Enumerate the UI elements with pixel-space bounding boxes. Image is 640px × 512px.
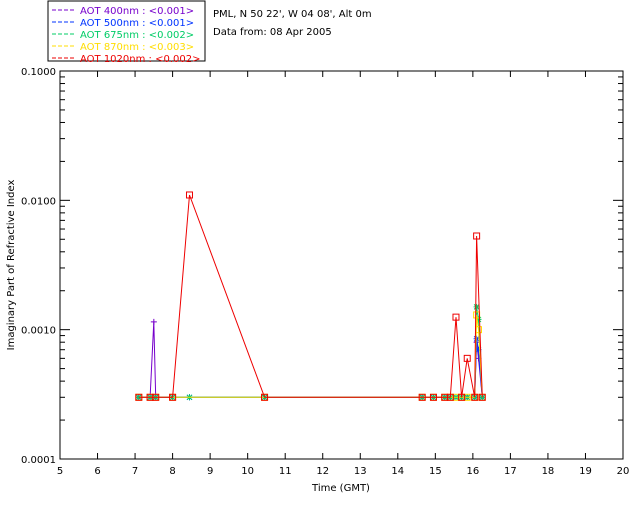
x-tick-label: 16 xyxy=(466,466,479,477)
data-point xyxy=(475,346,482,353)
data-point xyxy=(463,354,471,362)
x-tick-label: 15 xyxy=(429,466,442,477)
data-point xyxy=(475,316,482,323)
series-line xyxy=(138,321,483,398)
x-tick-label: 17 xyxy=(504,466,517,477)
data-point xyxy=(478,393,486,401)
data-point xyxy=(473,303,480,310)
series-line xyxy=(138,194,483,398)
legend-label: AOT 1020nm : <0.002> xyxy=(80,54,200,65)
data-point xyxy=(261,393,269,401)
y-tick-label: 0.0001 xyxy=(21,455,56,466)
data-point xyxy=(150,318,157,325)
x-tick-label: 8 xyxy=(169,466,175,477)
legend-box xyxy=(47,0,206,62)
y-axis-title: Imaginary Part of Refractive Index xyxy=(6,180,17,351)
data-point xyxy=(473,335,480,342)
data-point xyxy=(452,313,460,321)
data-point xyxy=(458,393,466,401)
series-line xyxy=(138,314,483,398)
data-point xyxy=(185,191,193,199)
legend-label: AOT 870nm : <0.003> xyxy=(80,42,194,53)
x-tick-label: 7 xyxy=(132,466,138,477)
legend-label: AOT 675nm : <0.002> xyxy=(80,30,194,41)
series-line xyxy=(138,338,483,398)
x-tick-label: 18 xyxy=(542,466,555,477)
series-3 xyxy=(135,311,486,401)
series-line xyxy=(138,306,483,398)
data-point xyxy=(446,393,454,401)
x-tick-label: 12 xyxy=(316,466,329,477)
data-point xyxy=(152,393,160,401)
y-tick-label: 0.0010 xyxy=(21,326,56,337)
series-2 xyxy=(135,303,486,401)
data-point xyxy=(418,393,426,401)
y-tick-label: 0.1000 xyxy=(21,67,56,78)
data-point xyxy=(169,393,177,401)
legend-label: AOT 400nm : <0.001> xyxy=(80,6,194,17)
date-info: Data from: 08 Apr 2005 xyxy=(213,27,332,38)
data-point xyxy=(471,393,479,401)
x-tick-label: 10 xyxy=(241,466,254,477)
x-axis-title: Time (GMT) xyxy=(311,483,370,494)
x-tick-label: 5 xyxy=(57,466,63,477)
x-tick-label: 14 xyxy=(391,466,404,477)
legend-label: AOT 500nm : <0.001> xyxy=(80,18,194,29)
data-point xyxy=(473,232,481,240)
series-4 xyxy=(135,191,486,401)
site-info: PML, N 50 22', W 04 08', Alt 0m xyxy=(213,9,372,20)
x-tick-label: 19 xyxy=(579,466,592,477)
series-1 xyxy=(135,335,486,401)
data-point xyxy=(135,393,143,401)
x-tick-label: 11 xyxy=(279,466,292,477)
data-point xyxy=(429,393,437,401)
plot-frame xyxy=(59,70,624,460)
y-tick-label: 0.0100 xyxy=(21,196,56,207)
series-layer xyxy=(135,191,486,401)
x-tick-label: 9 xyxy=(207,466,213,477)
x-tick-label: 20 xyxy=(617,466,630,477)
x-tick-label: 13 xyxy=(354,466,367,477)
axis-ticks: 5 6 7 8 9 10 11 12 13 14 15 16 17 18 19 20 0.0001 0.0010 0… xyxy=(21,67,629,477)
legend: AOT 400nm : <0.001>AOT 500nm : <0.001>AO… xyxy=(47,0,206,65)
x-tick-label: 6 xyxy=(94,466,100,477)
series-0 xyxy=(135,318,486,401)
